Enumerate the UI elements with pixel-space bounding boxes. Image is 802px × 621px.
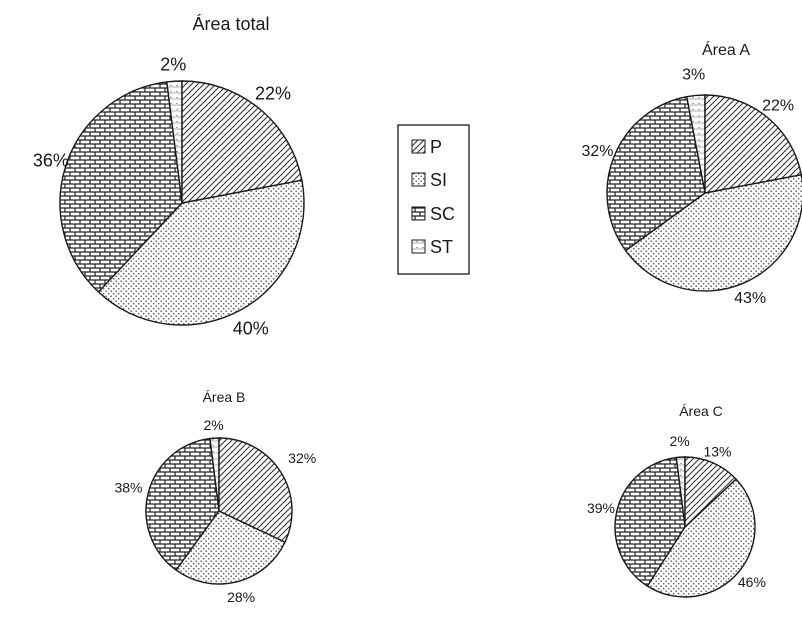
pie-label-sc: 32% (581, 143, 613, 160)
pie-title-area-c: Área C (679, 403, 723, 419)
pie-slice-p (181, 80, 303, 204)
pie-area-b: Área B 32% 28% 38% 2% (114, 389, 316, 605)
legend-label-st: ST (430, 237, 453, 257)
pie-label-p: 22% (762, 97, 794, 114)
legend-item-si: SI (411, 170, 447, 190)
legend-swatch-si (411, 172, 426, 187)
pie-label-sc: 39% (587, 500, 615, 516)
pie-slice-si (175, 510, 286, 585)
pie-label-st: 2% (160, 55, 186, 75)
pie-slice-si (646, 478, 756, 598)
pie-label-sc: 36% (33, 151, 69, 171)
pie-slice-si (97, 179, 305, 326)
pie-label-st: 3% (682, 67, 705, 84)
pie-label-p: 22% (255, 83, 291, 103)
pie-label-p: 32% (288, 450, 316, 466)
legend: P SI SC ST (397, 124, 470, 275)
legend-item-p: P (411, 137, 442, 157)
legend-swatch-st (411, 239, 426, 254)
legend-label-si: SI (430, 170, 447, 190)
legend-box (397, 124, 470, 275)
pie-slice-sc (145, 437, 220, 572)
pie-label-si: 46% (738, 574, 766, 590)
pie-slice-p (704, 94, 802, 194)
pie-label-sc: 38% (114, 480, 142, 496)
pie-label-si: 43% (734, 290, 766, 307)
legend-label-p: P (430, 137, 442, 157)
legend-swatch-p (411, 139, 426, 154)
pie-title-area-a: Área A (702, 40, 750, 59)
pie-label-si: 28% (227, 589, 255, 605)
legend-item-sc: SC (411, 204, 455, 224)
pie-slice-sc (59, 81, 183, 293)
pie-label-st: 2% (203, 417, 223, 433)
pie-area-c: Área C 13% 46% 39% 2% (587, 403, 766, 598)
pie-label-st: 2% (669, 433, 689, 449)
legend-swatch-sc (411, 206, 426, 221)
pie-label-p: 13% (703, 444, 731, 460)
pie-area-a: Área A 22% 43% 32% 3% (581, 40, 802, 307)
pie-slice-p (218, 437, 293, 544)
pie-title-area-total: Área total (192, 14, 269, 34)
pie-slice-p (684, 456, 738, 529)
pie-title-area-b: Área B (203, 389, 246, 405)
pie-area-total: Área total 22% 40% 36% 2% (33, 14, 305, 338)
pie-label-si: 40% (233, 318, 269, 338)
legend-label-sc: SC (430, 204, 455, 224)
legend-item-st: ST (411, 237, 453, 257)
pie-slice-sc (606, 95, 706, 252)
